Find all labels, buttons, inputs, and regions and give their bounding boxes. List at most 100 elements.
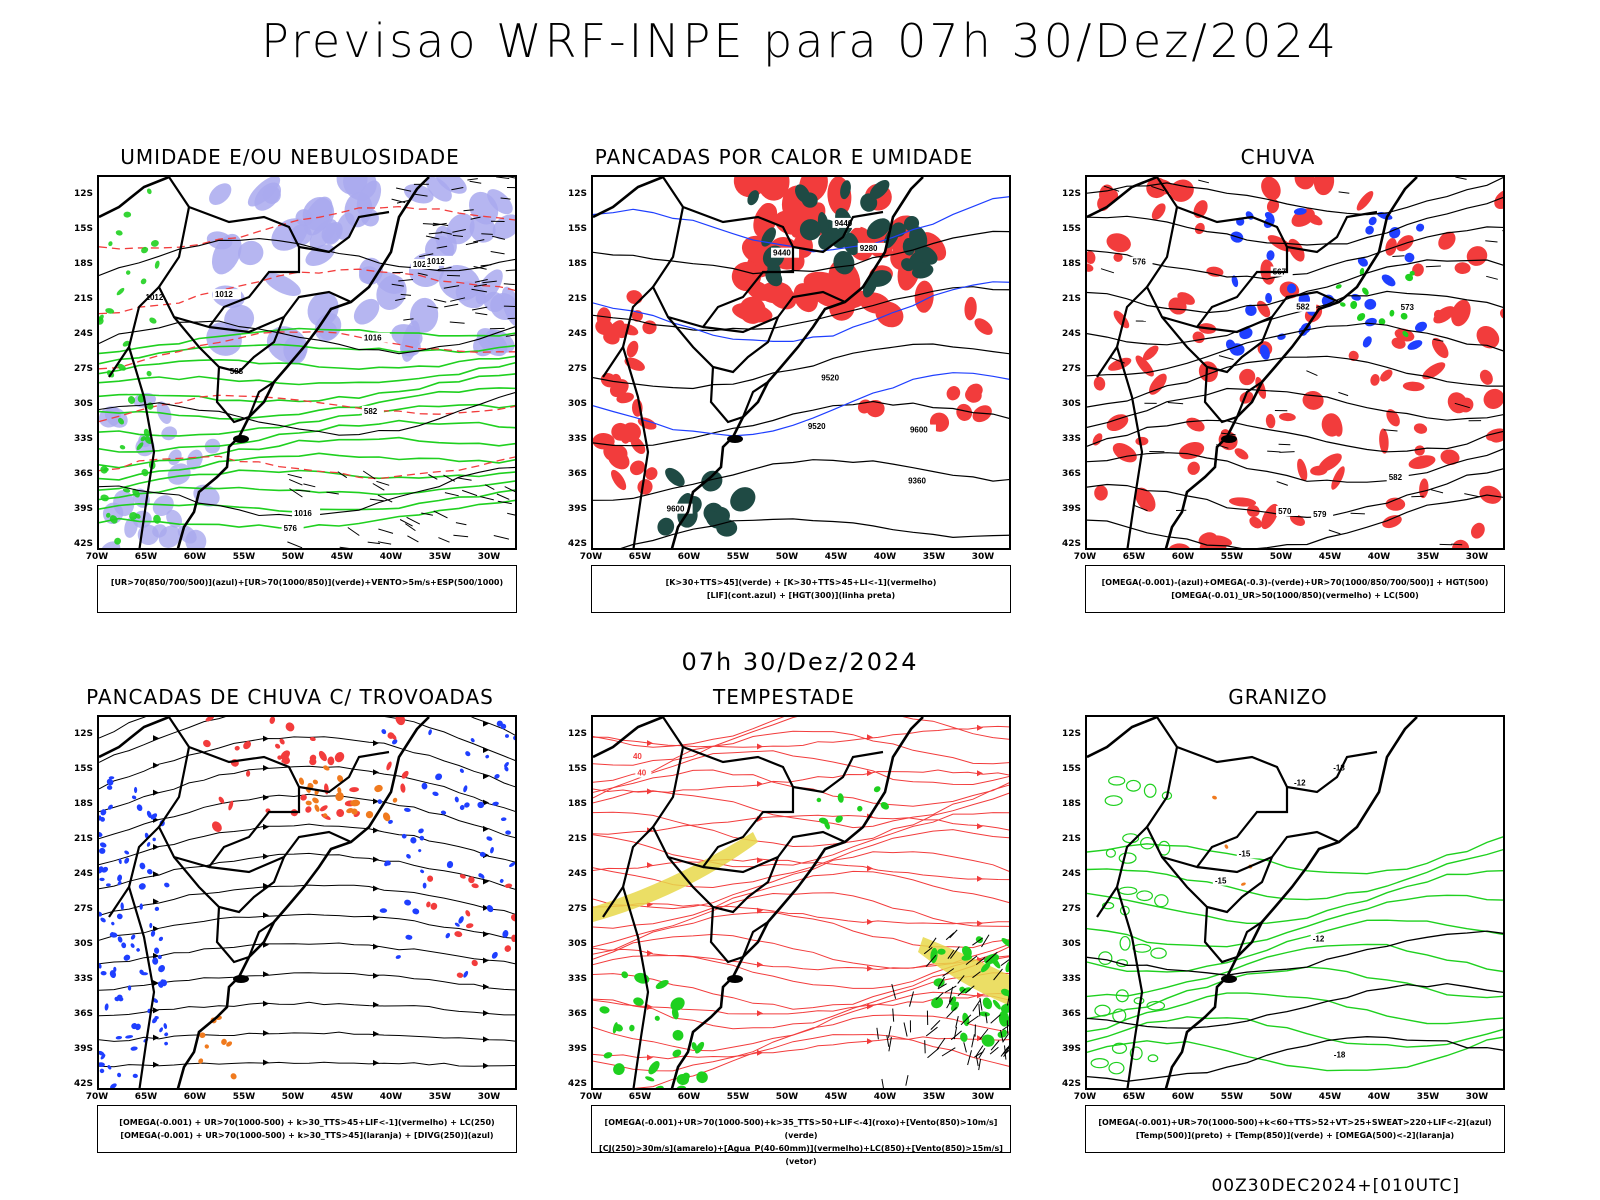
country-border [662,177,884,254]
wind-vector [949,929,958,939]
shaded-area [122,340,130,347]
shaded-area [111,921,115,926]
longitude-label: 55W [726,1092,750,1102]
shaded-area [992,999,1001,1010]
longitude-axis: 70W 65W 60W 55W 50W 45W 40W 35W 30W [580,1092,1011,1104]
longitude-label: 50W [281,552,305,562]
wind-vector [398,279,414,282]
shaded-area [435,225,457,257]
shaded-area [99,831,103,837]
latitude-label: 24S [567,329,587,339]
wind-vector [903,1022,908,1037]
streamline [593,814,1009,835]
latitude-label: 12S [567,729,587,739]
shaded-area [866,218,891,240]
shaded-area [459,874,466,879]
shaded-area [465,751,471,757]
shaded-area [960,1032,968,1042]
shaded-area [1379,428,1389,454]
longitude-label: 40W [379,552,403,562]
country-border [1096,286,1274,378]
shaded-area [486,836,493,841]
wind-vector [433,510,448,519]
shaded-area [1440,449,1460,465]
wind-vector [451,187,464,191]
shaded-area [645,467,658,481]
flow-arrow [373,856,379,863]
shaded-area [1178,441,1205,460]
flow-arrow [153,762,159,769]
shaded-area [1126,803,1136,815]
streamline [593,903,1009,925]
shaded-area [114,537,122,545]
shaded-area [634,972,650,984]
latitude-label: 12S [1061,729,1081,739]
wind-vector [937,976,946,989]
shaded-area [1279,412,1296,422]
shaded-area [152,524,167,538]
longitude-label: 30W [1465,1092,1489,1102]
contour-label: 582 [1389,473,1403,482]
flow-arrow [153,898,159,905]
shaded-area [1404,252,1415,263]
shaded-area [1294,177,1315,190]
shaded-area [428,729,432,736]
wind-vector [475,312,488,316]
longitude-label: 45W [1318,1092,1342,1102]
country-border [168,717,390,794]
shaded-area [353,298,380,325]
wind-vector [937,983,947,990]
jet-stream-area [593,832,758,922]
wind-vector [444,492,459,497]
shaded-area [504,945,512,952]
shaded-area [1198,361,1218,383]
contour-label-bg [635,767,652,778]
flow-arrow [757,907,763,914]
wind-vector [339,546,350,548]
shaded-area [157,954,162,960]
latitude-label: 33S [1061,974,1081,984]
wind-vector [303,483,316,488]
wind-vector [888,1025,892,1038]
flow-arrow [373,885,379,892]
longitude-label: 70W [1073,552,1097,562]
wind-vector [399,519,413,527]
panel-legend: [K>30+TTS>45](verde) + [K>30+TTS>45+LI<-… [591,565,1011,613]
shaded-area [446,861,454,869]
shaded-area [469,215,496,243]
contour-line [99,268,515,315]
shaded-area [1149,977,1164,992]
shaded-area [511,914,515,922]
wind-vector [491,235,506,240]
shaded-area [1356,313,1366,321]
longitude-label: 65W [1122,1092,1146,1102]
shaded-area [99,847,106,854]
shaded-area [109,515,118,524]
shaded-area [653,1085,664,1088]
shaded-area [1364,298,1377,310]
contour-label: 9360 [908,477,926,486]
shaded-area [1414,445,1425,456]
shaded-area [980,962,991,973]
shaded-area [1261,503,1279,530]
contour-label: -12 [1313,935,1325,944]
wind-vector [496,493,510,500]
shaded-area [459,804,465,811]
contour-label: 576 [284,524,298,533]
panel-title: TEMPESTADE [713,685,855,709]
flow-arrow [373,740,379,747]
contour-line [593,972,1009,1030]
wind-vector [950,1030,962,1041]
shaded-area [633,997,644,1006]
shaded-area [465,923,474,929]
flow-arrow [373,972,379,979]
wind-vector [444,303,459,308]
shaded-area [599,1006,610,1014]
temperature-contour [1111,1042,1128,1054]
shaded-area [99,314,104,322]
contour-label: 1016 [294,509,312,518]
shaded-area [1121,870,1132,884]
shaded-area [1385,497,1406,511]
shaded-area [131,1023,138,1030]
shaded-area [168,449,182,466]
